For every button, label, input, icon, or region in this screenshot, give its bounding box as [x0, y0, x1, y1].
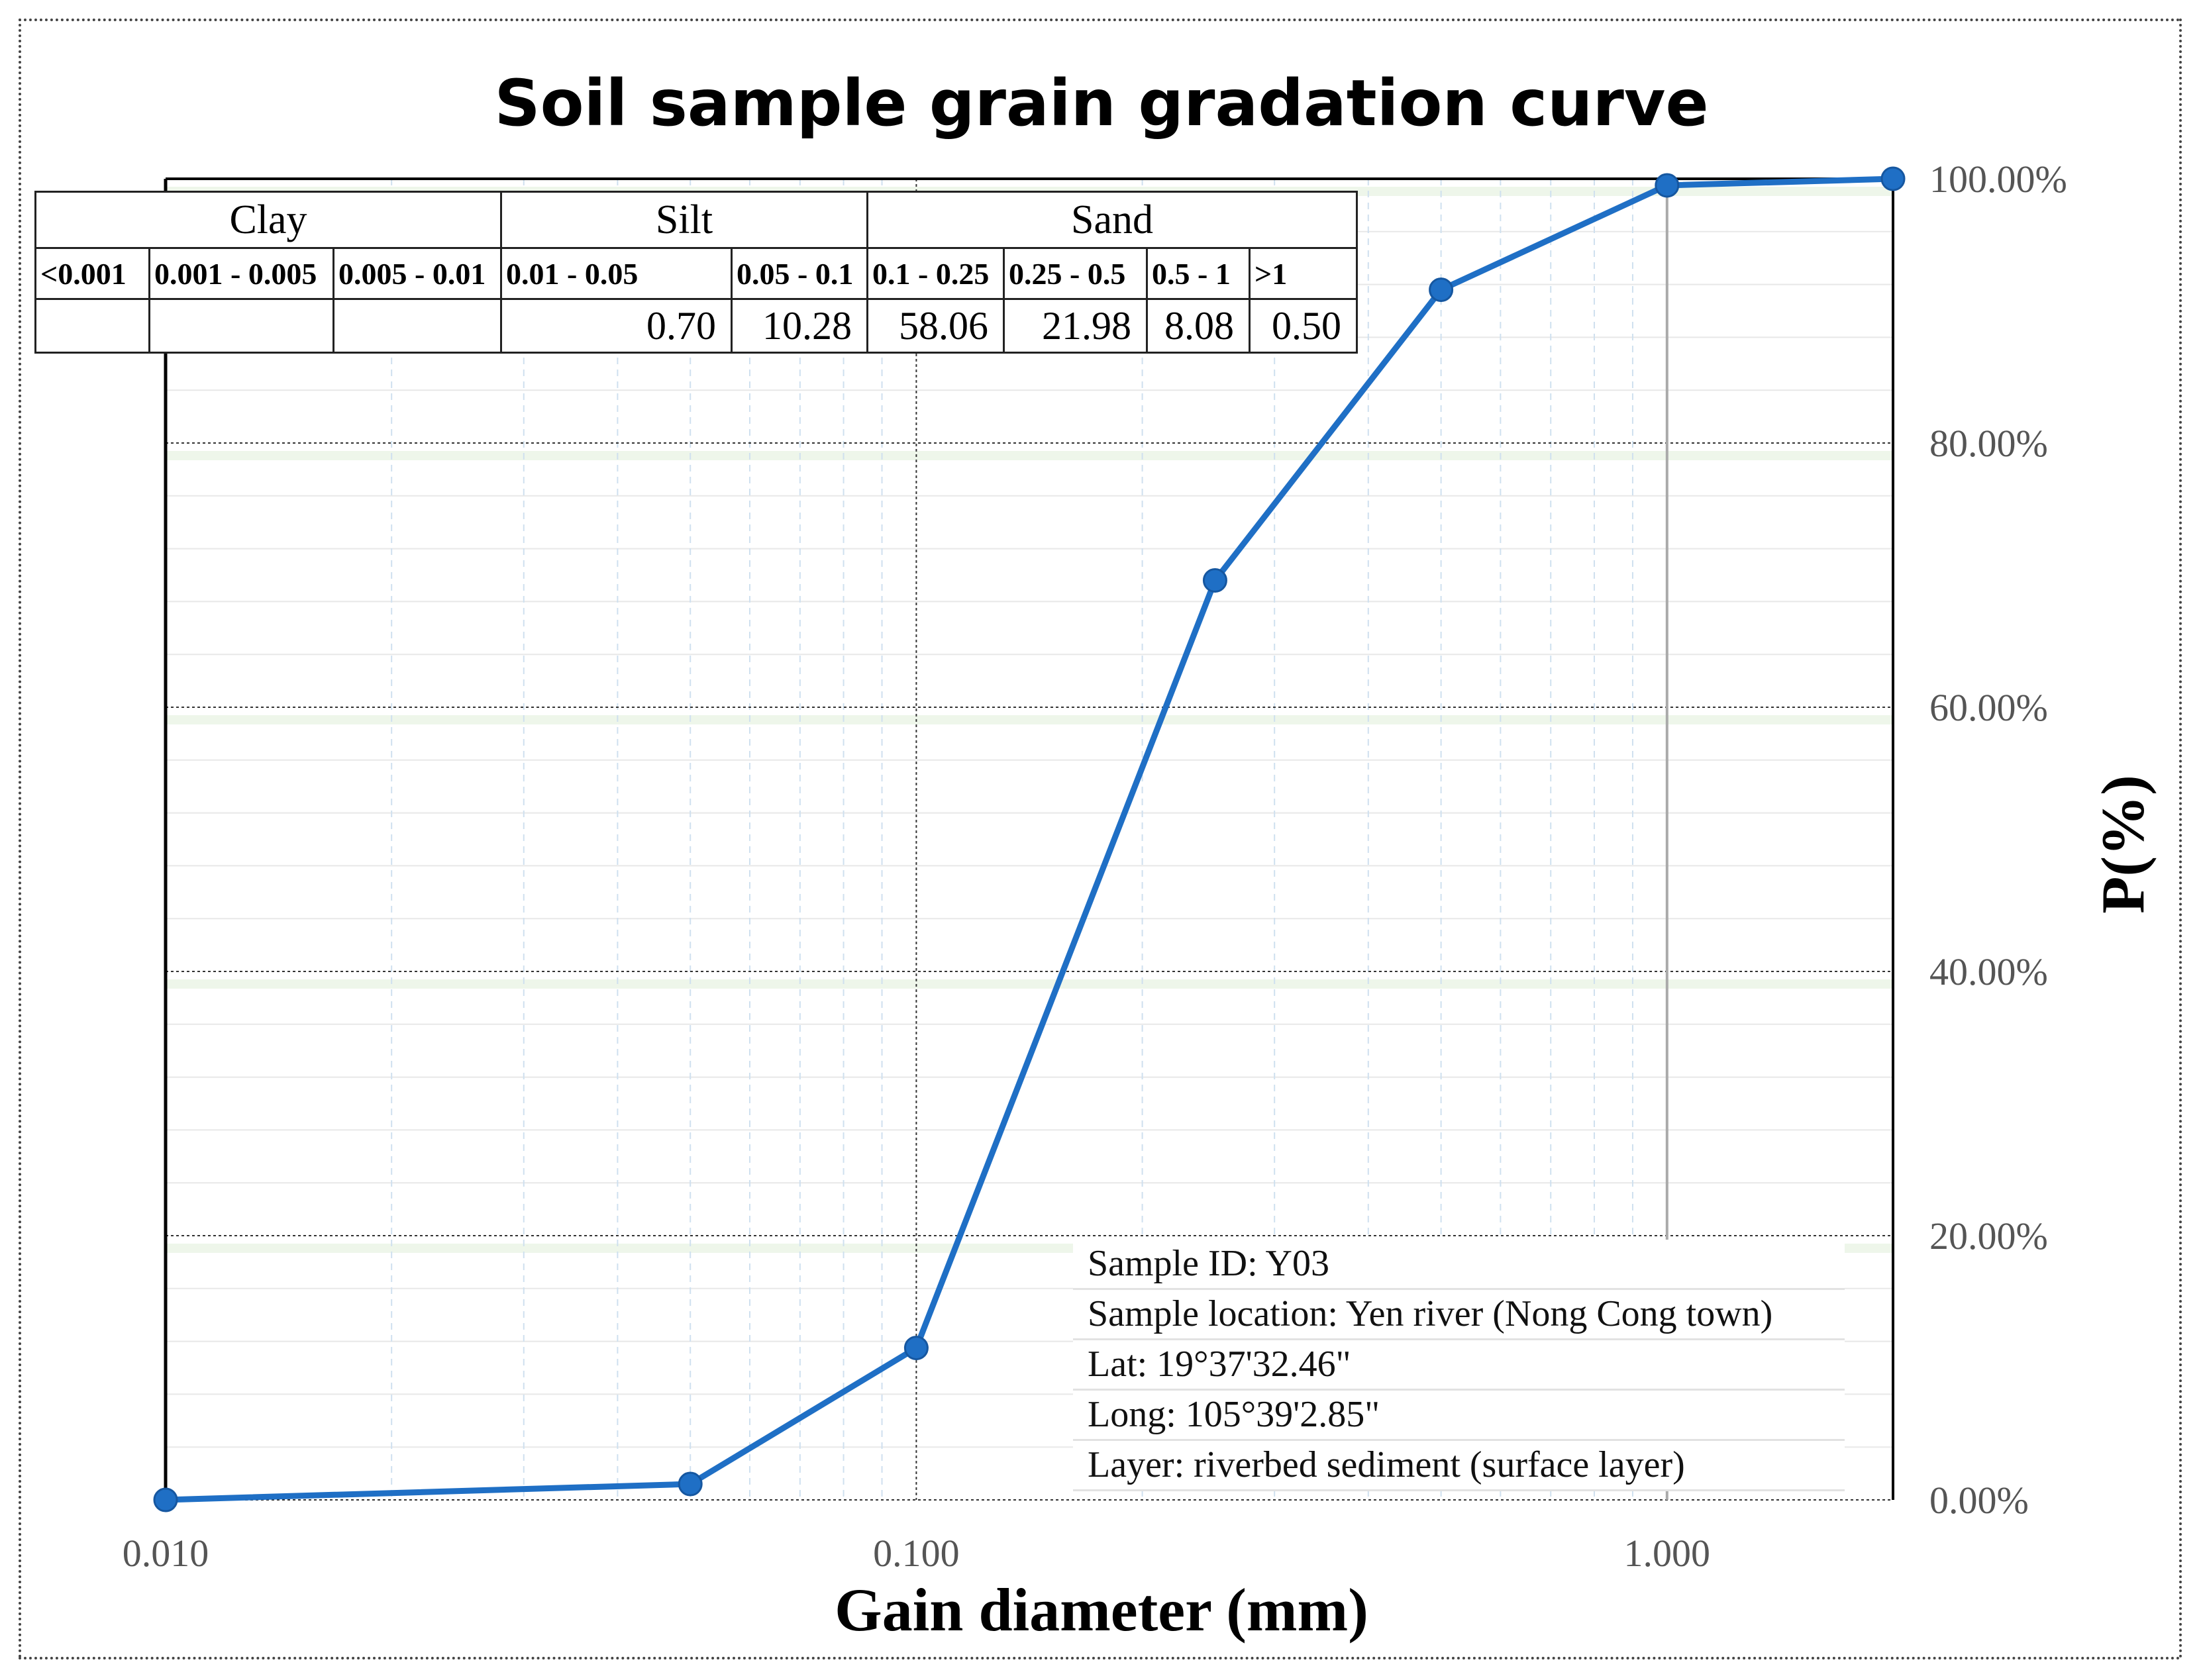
range-cell: 0.5 - 1 — [1146, 247, 1251, 300]
grid-band — [166, 979, 1893, 989]
sample-location: Sample location: Yen river (Nong Cong to… — [1073, 1290, 1845, 1340]
data-point — [1202, 568, 1227, 593]
value-cell: 10.28 — [731, 298, 868, 354]
figure-border — [19, 19, 2182, 1659]
y-tick-label: 60.00% — [1929, 686, 2048, 729]
y-tick-label: 40.00% — [1929, 950, 2048, 993]
group-sand: Sand — [866, 191, 1358, 249]
data-point — [678, 1471, 703, 1497]
sample-layer: Layer: riverbed sediment (surface layer) — [1073, 1441, 1845, 1491]
grid-band — [166, 451, 1893, 460]
range-cell: >1 — [1249, 247, 1358, 300]
x-tick-label: 1.000 — [1624, 1532, 1711, 1575]
value-cell: 0.70 — [500, 298, 733, 354]
range-cell: 0.05 - 0.1 — [731, 247, 868, 300]
range-cell: 0.001 - 0.005 — [148, 247, 334, 300]
value-cell — [34, 298, 150, 354]
value-cell — [333, 298, 502, 354]
x-tick-label: 0.100 — [873, 1532, 960, 1575]
data-point — [1429, 277, 1454, 303]
data-point — [1880, 166, 1906, 191]
data-point — [903, 1336, 929, 1361]
grain-composition-table: Clay Silt Sand <0.001 0.001 - 0.005 0.00… — [34, 191, 1358, 354]
group-clay: Clay — [34, 191, 502, 249]
value-cell: 21.98 — [1003, 298, 1148, 354]
value-cell: 8.08 — [1146, 298, 1251, 354]
y-axis-label: P(%) — [2089, 775, 2157, 914]
table-group-row: Clay Silt Sand — [34, 191, 1358, 249]
x-tick-label: 0.010 — [123, 1532, 209, 1575]
range-cell: 0.01 - 0.05 — [500, 247, 733, 300]
chart-title: Soil sample grain gradation curve — [494, 66, 1709, 140]
group-silt: Silt — [500, 191, 868, 249]
y-tick-label: 100.00% — [1929, 158, 2067, 201]
y-tick-label: 80.00% — [1929, 422, 2048, 465]
table-value-row: 0.70 10.28 58.06 21.98 8.08 0.50 — [34, 298, 1358, 354]
value-cell: 0.50 — [1249, 298, 1358, 354]
sample-id: Sample ID: Y03 — [1073, 1240, 1845, 1290]
data-point — [153, 1487, 178, 1512]
range-cell: 0.25 - 0.5 — [1003, 247, 1148, 300]
range-cell: 0.1 - 0.25 — [866, 247, 1005, 300]
y-tick-label: 20.00% — [1929, 1214, 2048, 1258]
grid-band — [166, 715, 1893, 724]
x-axis-label: Gain diameter (mm) — [835, 1576, 1368, 1644]
y-tick-label: 0.00% — [1929, 1479, 2029, 1522]
range-cell: 0.005 - 0.01 — [333, 247, 502, 300]
sample-info-box: Sample ID: Y03 Sample location: Yen rive… — [1073, 1240, 1845, 1491]
data-point — [1655, 173, 1680, 198]
range-cell: <0.001 — [34, 247, 150, 300]
value-cell — [148, 298, 334, 354]
value-cell: 58.06 — [866, 298, 1005, 354]
sample-longitude: Long: 105°39'2.85" — [1073, 1391, 1845, 1441]
sample-latitude: Lat: 19°37'32.46" — [1073, 1340, 1845, 1391]
table-range-row: <0.001 0.001 - 0.005 0.005 - 0.01 0.01 -… — [34, 247, 1358, 300]
